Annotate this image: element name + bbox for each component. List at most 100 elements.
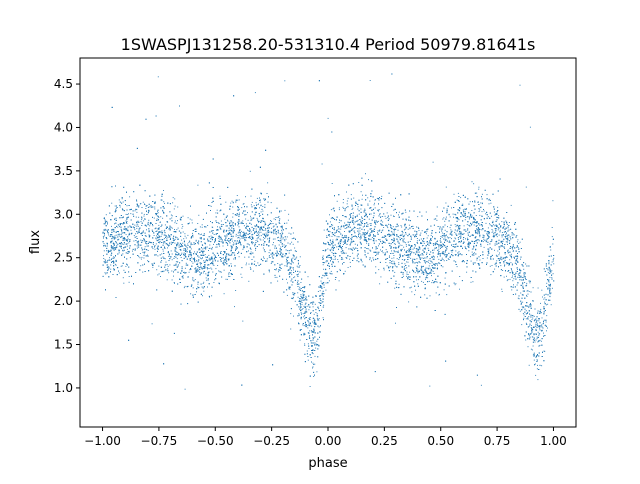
data-point <box>225 235 227 237</box>
data-point <box>118 238 120 240</box>
data-point <box>345 252 347 254</box>
data-point <box>284 246 285 248</box>
data-point <box>429 263 431 265</box>
data-point <box>471 210 473 211</box>
data-point <box>207 268 208 270</box>
data-point <box>471 223 473 225</box>
data-point <box>174 222 176 224</box>
data-point <box>432 270 434 272</box>
data-point <box>420 269 422 271</box>
data-point <box>139 253 141 254</box>
data-point <box>409 228 411 230</box>
data-point <box>156 269 158 271</box>
data-point <box>482 241 484 243</box>
data-point <box>346 203 348 205</box>
data-point <box>134 249 136 251</box>
data-point <box>200 257 201 259</box>
data-point <box>231 230 233 232</box>
data-point <box>516 235 518 236</box>
data-point <box>341 236 343 238</box>
data-point <box>305 305 307 307</box>
data-point <box>247 212 248 214</box>
data-point <box>316 317 318 319</box>
data-point <box>208 257 210 259</box>
data-point <box>433 244 434 246</box>
data-point <box>404 225 406 227</box>
data-point <box>148 210 150 212</box>
data-point <box>443 260 445 262</box>
data-point <box>511 257 513 259</box>
data-point <box>110 264 112 266</box>
data-point <box>223 293 225 295</box>
data-point <box>551 277 553 279</box>
data-point <box>143 239 145 240</box>
data-point <box>162 250 164 252</box>
data-point <box>216 252 218 254</box>
data-point <box>284 80 286 82</box>
data-point <box>284 209 286 211</box>
data-point <box>504 248 506 249</box>
data-point <box>364 209 366 211</box>
data-point <box>367 203 369 205</box>
data-point <box>416 258 418 260</box>
data-point <box>203 233 205 234</box>
data-point <box>364 208 366 210</box>
data-point <box>379 283 381 285</box>
data-point <box>141 256 143 258</box>
data-point <box>203 281 205 283</box>
data-point <box>418 271 420 273</box>
data-point <box>223 269 225 271</box>
data-point <box>543 308 545 310</box>
data-point <box>402 275 404 277</box>
data-point <box>370 223 372 225</box>
data-point <box>190 253 192 255</box>
data-point <box>279 266 281 268</box>
data-point <box>348 231 350 233</box>
data-point <box>507 237 509 239</box>
data-point <box>330 217 332 219</box>
data-point <box>490 202 492 204</box>
data-point <box>335 239 337 241</box>
data-point <box>398 211 400 213</box>
data-point <box>260 239 262 241</box>
data-point <box>376 253 378 255</box>
data-point <box>246 229 248 231</box>
data-point <box>551 261 553 263</box>
data-point <box>491 265 493 266</box>
data-point <box>389 224 391 225</box>
data-point <box>137 220 139 222</box>
data-point <box>308 318 310 319</box>
data-point <box>522 285 524 287</box>
data-point <box>305 317 307 319</box>
data-point <box>406 261 408 263</box>
data-point <box>359 237 361 238</box>
data-point <box>274 276 276 278</box>
data-point <box>114 235 116 237</box>
data-point <box>461 213 463 215</box>
data-point <box>307 359 309 361</box>
data-point <box>302 293 304 295</box>
data-point <box>103 250 105 252</box>
data-point <box>526 294 527 296</box>
data-point <box>167 247 168 249</box>
data-point <box>201 254 203 256</box>
data-point <box>177 206 179 208</box>
data-point <box>286 222 288 224</box>
data-point <box>537 287 539 289</box>
data-point <box>171 217 173 219</box>
data-point <box>458 229 460 231</box>
data-point <box>539 325 541 326</box>
data-point <box>313 319 315 321</box>
data-point <box>272 238 274 240</box>
data-point <box>381 251 383 252</box>
data-point <box>356 203 357 205</box>
data-point <box>325 282 327 284</box>
data-point <box>123 269 125 271</box>
data-point <box>443 226 445 228</box>
data-point <box>541 365 543 367</box>
data-point <box>255 240 257 241</box>
data-point <box>256 217 258 219</box>
data-point <box>162 217 164 219</box>
data-point <box>386 212 388 214</box>
data-point <box>364 219 366 220</box>
